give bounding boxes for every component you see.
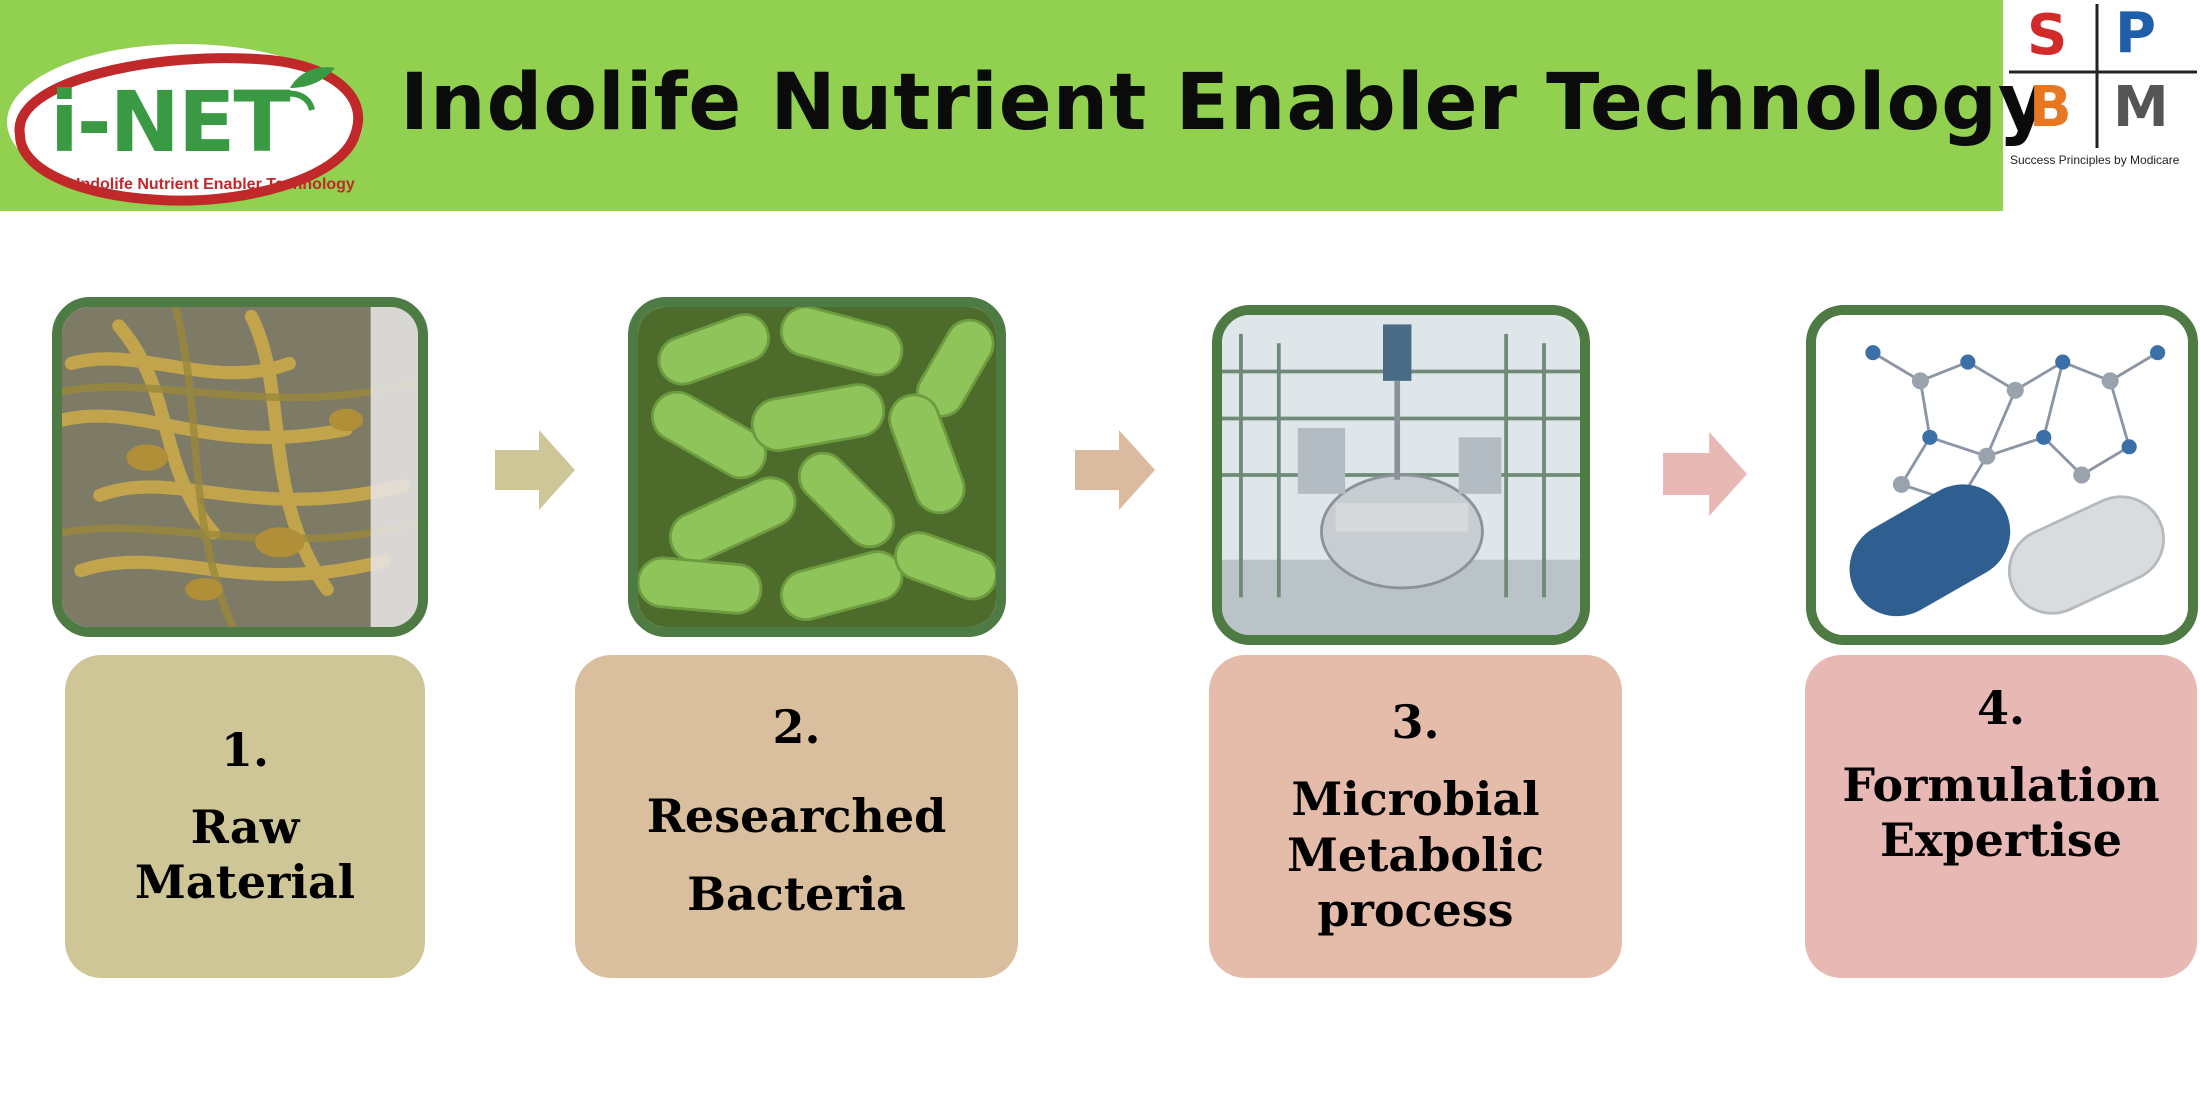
spbm-letter-p: P — [2115, 1, 2157, 66]
inet-logo-text: i-NET — [50, 73, 291, 171]
step-number: 2. — [772, 699, 821, 754]
bacteria-image — [628, 297, 1006, 637]
page-title: Indolife Nutrient Enabler Technology — [400, 58, 2050, 148]
bioreactor-image — [1212, 305, 1590, 645]
arrow-right-icon — [1663, 432, 1747, 516]
inet-logo-subtitle: Indolife Nutrient Enabler Technology — [76, 176, 355, 193]
spbm-logo: S P B M — [2005, 0, 2200, 170]
step-label: Formulation Expertise — [1842, 758, 2160, 868]
step-box-formulation: 4. Formulation Expertise — [1805, 655, 2197, 978]
inet-logo: i-NET Indolife Nutrient Enabler Technolo… — [0, 40, 370, 210]
step-number: 1. — [220, 722, 270, 777]
step-box-raw-material: 1. Raw Material — [65, 655, 425, 978]
spbm-tagline: Success Principles by Modicare — [2010, 153, 2180, 167]
step-label: Raw Material — [134, 799, 356, 910]
spbm-letter-s: S — [2027, 3, 2068, 68]
formulation-image — [1806, 305, 2198, 645]
arrow-right-icon — [495, 430, 575, 510]
step-box-microbial-metabolic: 3. Microbial Metabolic process — [1209, 655, 1622, 978]
step-label: Microbial Metabolic process — [1286, 772, 1545, 937]
spbm-letter-b: B — [2029, 75, 2072, 140]
raw-material-image — [52, 297, 428, 637]
arrow-right-icon — [1075, 430, 1155, 510]
spbm-letter-m: M — [2113, 75, 2169, 140]
step-number: 4. — [1976, 681, 2026, 735]
step-box-researched-bacteria: 2. Researched Bacteria — [575, 655, 1018, 978]
step-number: 3. — [1391, 695, 1440, 750]
step-label: Researched Bacteria — [646, 788, 947, 922]
